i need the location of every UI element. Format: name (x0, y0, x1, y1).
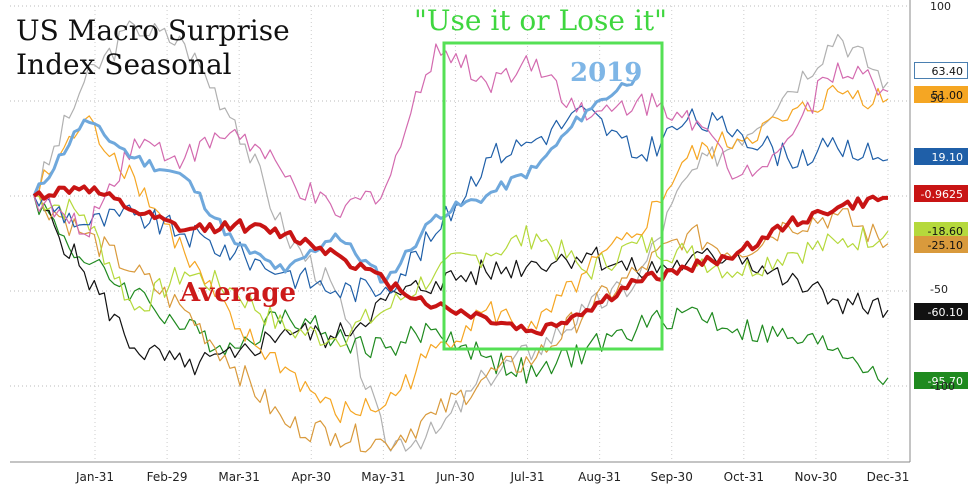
highlight-window-box (442, 41, 664, 351)
x-tick-label: Jul-31 (510, 470, 545, 484)
average-label: Average (180, 278, 297, 308)
end-value-badge: 51.00 (914, 86, 968, 103)
title-line-2: Index Seasonal (16, 48, 232, 81)
series-line-cb0b0b0 (33, 20, 889, 452)
end-value-badge: -25.10 (914, 236, 968, 253)
x-tick-label: May-31 (361, 470, 406, 484)
end-value-badge: -95.70 (914, 372, 968, 389)
series-line-average (32, 184, 888, 337)
x-tick-label: Oct-31 (723, 470, 764, 484)
y-tick-label: 50 (930, 92, 944, 105)
series-line-cb5d93c (33, 195, 889, 348)
series-line-cd99a3c (33, 193, 889, 453)
series-2019-label: 2019 (570, 58, 643, 88)
series-line-c111111 (33, 192, 889, 376)
x-tick-label: Sep-30 (650, 470, 693, 484)
title-line-1: US Macro Surprise (16, 14, 290, 47)
x-tick-label: Dec-31 (866, 470, 910, 484)
series-line-cf5a623 (33, 84, 889, 424)
end-value-badge: -60.10 (914, 303, 968, 320)
window-annotation: "Use it or Lose it" (414, 4, 667, 37)
end-value-badge: -0.9625 (914, 185, 968, 202)
y-tick-label: 100 (930, 0, 951, 13)
y-tick-label: -50 (930, 283, 948, 296)
x-tick-label: Nov-30 (794, 470, 838, 484)
x-tick-label: Aug-31 (578, 470, 622, 484)
series-line-2019 (32, 74, 639, 284)
series-line-cd36aaf (33, 43, 889, 238)
x-tick-label: Apr-30 (291, 470, 332, 484)
chart-title: US Macro Surprise Index Seasonal (16, 14, 290, 82)
end-value-badge: 19.10 (914, 148, 968, 165)
x-tick-label: Feb-29 (146, 470, 188, 484)
x-tick-label: Mar-31 (218, 470, 260, 484)
series-line-c1f8a1f (33, 195, 889, 386)
x-tick-label: Jan-31 (75, 470, 115, 484)
x-tick-label: Jun-30 (436, 470, 475, 484)
y-tick-label: -100 (930, 380, 955, 393)
end-value-badge: 63.40 (914, 62, 968, 79)
